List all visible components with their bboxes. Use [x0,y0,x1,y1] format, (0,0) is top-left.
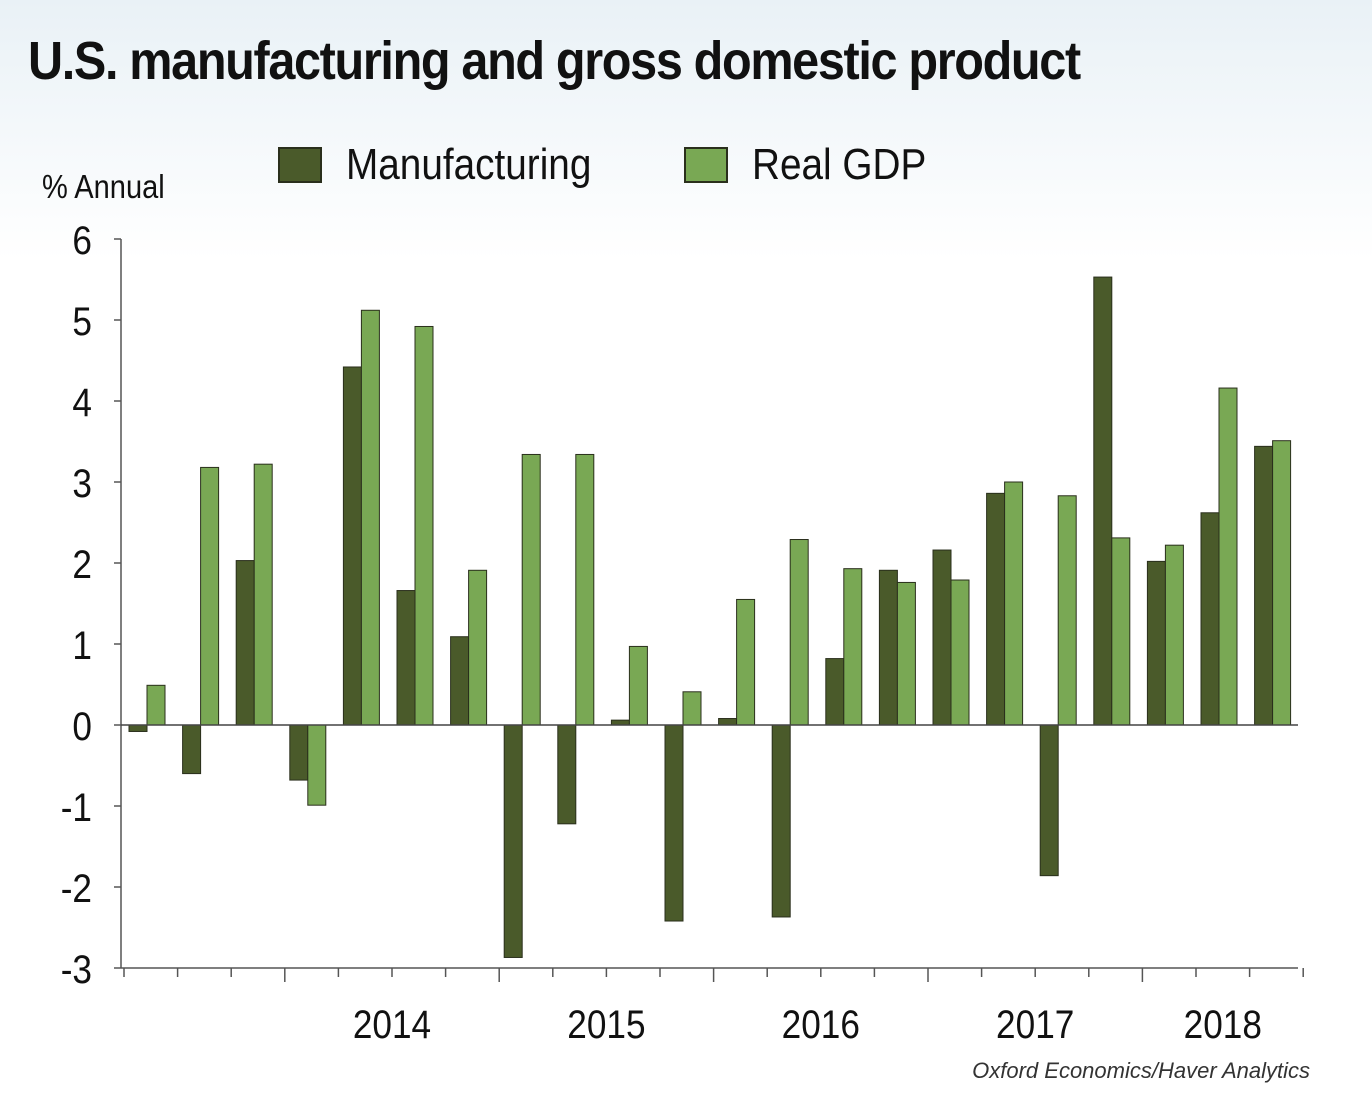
bar-real-gdp [253,463,273,726]
bar-real-gdp [789,539,809,726]
x-tick-label: 2018 [1184,1002,1262,1047]
y-tick-label: 2 [72,542,92,587]
bar-real-gdp [521,453,541,726]
y-tick-label: -3 [61,947,92,992]
bar-manufacturing [557,724,577,825]
bar-real-gdp [628,645,648,726]
bar-manufacturing [1254,445,1274,726]
bar-manufacturing [664,724,684,922]
legend-label-manufacturing: Manufacturing [346,140,592,189]
bar-real-gdp [414,325,434,726]
y-tick-label: 1 [72,623,92,668]
bar-manufacturing [878,569,898,726]
legend-swatch-manufacturing [278,147,322,183]
bar-manufacturing [1200,512,1220,726]
bar-real-gdp [468,569,488,726]
bar-real-gdp [360,309,380,726]
x-tick-label: 2016 [782,1002,860,1047]
legend-label-real-gdp: Real GDP [752,140,927,189]
bar-manufacturing [771,724,791,918]
bar-manufacturing [235,560,255,726]
bar-manufacturing [128,724,148,732]
y-tick-label: 4 [72,380,92,425]
bar-real-gdp [896,581,916,726]
y-tick-label: -2 [61,866,92,911]
bar-manufacturing [718,718,738,726]
bar-manufacturing [825,658,845,726]
bar-manufacturing [1093,276,1113,726]
bar-real-gdp [950,579,970,726]
bar-manufacturing [396,590,416,726]
bar-real-gdp [146,684,166,726]
bar-real-gdp [1164,544,1184,726]
bar-real-gdp [1218,387,1238,726]
bar-real-gdp [1111,537,1131,726]
bar-manufacturing [932,549,952,726]
bar-manufacturing [503,724,523,958]
bar-manufacturing [1146,560,1166,726]
y-tick-label: 3 [72,461,92,506]
x-tick-label: 2015 [567,1002,645,1047]
bar-manufacturing [1039,724,1059,877]
bar-real-gdp [1057,495,1077,726]
y-tick-label: 6 [72,218,92,263]
legend-item-manufacturing: Manufacturing [278,140,625,190]
bar-real-gdp [575,453,595,726]
x-tick-label: 2014 [353,1002,431,1047]
bar-manufacturing [986,492,1006,726]
bar-real-gdp [1004,481,1024,726]
bar-manufacturing [289,724,309,781]
source-note: Oxford Economics/Haver Analytics [972,1058,1310,1083]
y-axis-unit-label: % Annual [42,168,165,205]
y-tick-label: 0 [72,704,92,749]
y-tick-label: 5 [72,299,92,344]
y-tick-label: -1 [61,785,92,830]
bar-real-gdp [682,691,702,726]
bar-real-gdp [200,466,220,726]
bar-real-gdp [307,724,327,806]
bar-manufacturing [342,366,362,726]
bar-real-gdp [736,598,756,726]
bar-manufacturing [450,636,470,726]
legend-item-real-gdp: Real GDP [684,140,950,190]
bar-manufacturing [182,724,202,775]
legend-swatch-real-gdp [684,147,728,183]
x-tick-label: 2017 [996,1002,1074,1047]
chart-title: U.S. manufacturing and gross domestic pr… [28,31,1081,91]
bar-real-gdp [843,568,863,726]
bar-real-gdp [1272,440,1292,726]
